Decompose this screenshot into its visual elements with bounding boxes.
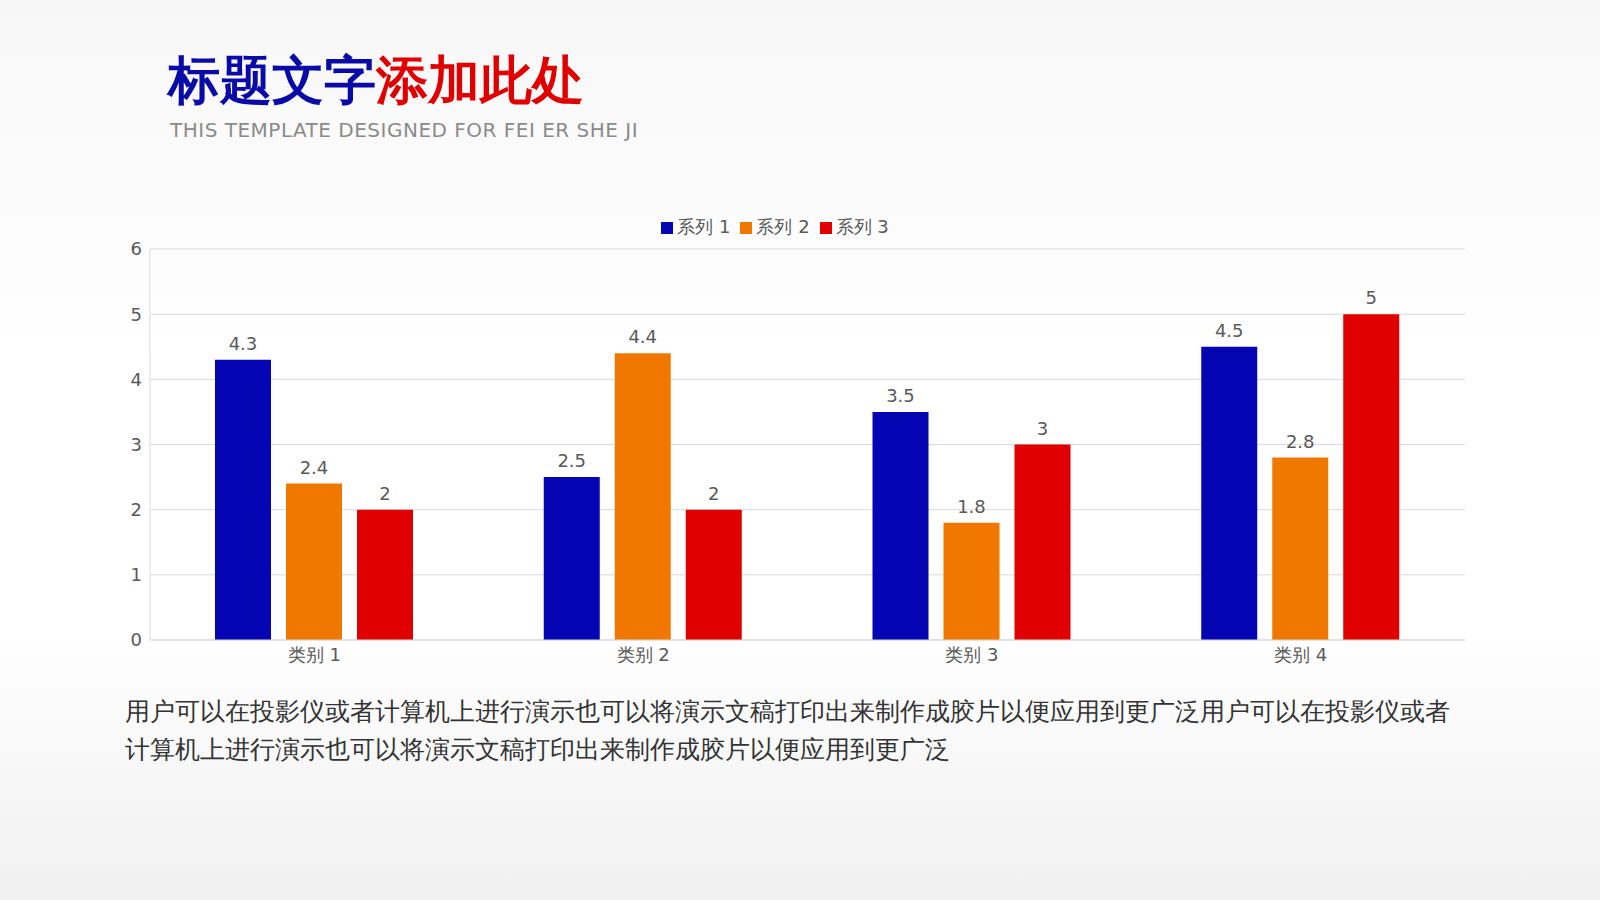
- html-text:用户可以在投影仪或者计算机上进行演示也可以将演示文稿打印出来: 用户可以在投影仪或者计算机上进行演示也可以将演示文稿打印出来制作成胶片以便应用到…: [125, 697, 1450, 764]
- svg-text:类别 3: 类别 3: [945, 644, 998, 665]
- svg-text:2: 2: [131, 499, 142, 520]
- svg-text:4.3: 4.3: [229, 333, 258, 354]
- html-text:系列 3: 系列 3: [835, 216, 889, 237]
- svg-text:1.8: 1.8: [957, 496, 986, 517]
- svg-text:4: 4: [131, 369, 142, 390]
- html-text:THIS TEMPLATE DESIGNED FOR FEI: THIS TEMPLATE DESIGNED FOR FEI ER SHE JI: [170, 118, 639, 142]
- svg-text:3: 3: [1037, 418, 1048, 439]
- svg-text:2: 2: [379, 483, 390, 504]
- svg-text:2: 2: [708, 483, 719, 504]
- svg-text:类别 4: 类别 4: [1274, 644, 1327, 665]
- svg-text:0: 0: [131, 629, 142, 650]
- svg-text:4.4: 4.4: [628, 326, 657, 347]
- svg-text:3: 3: [131, 434, 142, 455]
- html-text:系列 1: 系列 1: [677, 216, 731, 237]
- svg-text:5: 5: [131, 304, 142, 325]
- svg-text:2.5: 2.5: [557, 450, 586, 471]
- svg-text:类别 2: 类别 2: [617, 644, 670, 665]
- svg-text:2.8: 2.8: [1286, 431, 1315, 452]
- svg-text:4.5: 4.5: [1215, 320, 1244, 341]
- svg-text:类别 1: 类别 1: [288, 644, 341, 665]
- svg-text:2.4: 2.4: [300, 457, 329, 478]
- svg-text:6: 6: [131, 238, 142, 259]
- svg-text:5: 5: [1366, 287, 1377, 308]
- svg-text:1: 1: [131, 564, 142, 585]
- html-text:标题文字添加此处: 标题文字添加此处: [168, 50, 584, 110]
- html-text:系列 2: 系列 2: [756, 216, 810, 237]
- svg-text:3.5: 3.5: [886, 385, 915, 406]
